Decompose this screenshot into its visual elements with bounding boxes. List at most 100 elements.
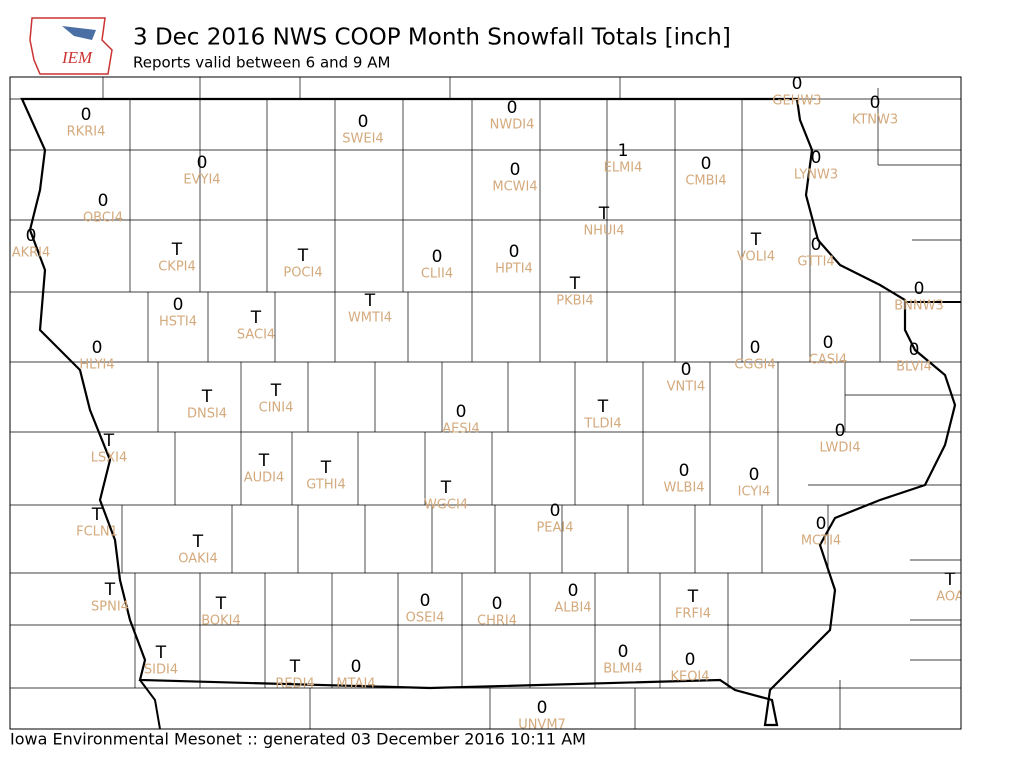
station-id: GTHI4 xyxy=(306,478,345,493)
station-value: T xyxy=(270,381,282,401)
station-id: LYNW3 xyxy=(794,168,838,183)
station-value: 1 xyxy=(618,141,629,161)
title: 3 Dec 2016 NWS COOP Month Snowfall Total… xyxy=(133,25,731,51)
station-value: 0 xyxy=(81,105,92,125)
station-value: 0 xyxy=(550,501,561,521)
station-id: ALBI4 xyxy=(554,601,591,616)
station-id: SIDI4 xyxy=(144,663,178,678)
station-value: 0 xyxy=(492,594,503,614)
station-value: 0 xyxy=(92,338,103,358)
river-line xyxy=(139,679,161,729)
station-id: SACI4 xyxy=(237,328,275,343)
station-id: OAKI4 xyxy=(178,552,218,567)
station-value: T xyxy=(597,397,609,417)
station-value: 0 xyxy=(432,247,443,267)
station-id: VOLI4 xyxy=(737,250,775,265)
station-value: 0 xyxy=(914,279,925,299)
station-value: 0 xyxy=(792,74,803,94)
station-id: CMBI4 xyxy=(685,174,726,189)
station-value: T xyxy=(215,594,227,614)
station-id: ICYI4 xyxy=(738,485,771,500)
station-id: REDI4 xyxy=(275,677,314,692)
station-id: PKBI4 xyxy=(556,294,593,309)
station-value: 0 xyxy=(98,191,109,211)
station-id: BLMI4 xyxy=(603,662,642,677)
station-id: ELMI4 xyxy=(604,161,643,176)
state-border xyxy=(20,97,957,727)
station-value: T xyxy=(750,230,762,250)
station-value: T xyxy=(598,204,610,224)
station-value: 0 xyxy=(681,360,692,380)
station-value: T xyxy=(171,240,183,260)
station-value: 0 xyxy=(197,153,208,173)
station-value: 0 xyxy=(679,461,690,481)
station-id: SWEI4 xyxy=(342,132,383,147)
station-id: WGCI4 xyxy=(424,498,468,513)
station-value: 0 xyxy=(618,642,629,662)
station-value: 0 xyxy=(509,242,520,262)
station-value: 0 xyxy=(358,112,369,132)
station-id: VNTI4 xyxy=(667,380,706,395)
station-value: T xyxy=(192,532,204,552)
station-value: 0 xyxy=(811,235,822,255)
station-value: 0 xyxy=(823,333,834,353)
station-value: T xyxy=(364,291,376,311)
station-id: BOKI4 xyxy=(201,614,241,629)
station-value: T xyxy=(944,570,956,590)
station-id: FRFI4 xyxy=(675,607,711,622)
station-value: 0 xyxy=(835,421,846,441)
station-value: 0 xyxy=(507,98,518,118)
station-value: 0 xyxy=(811,148,822,168)
station-id: AESI4 xyxy=(442,422,479,437)
station-id: SPNI4 xyxy=(91,600,129,615)
station-id: LSXI4 xyxy=(91,451,128,466)
station-id: NHUI4 xyxy=(583,224,624,239)
station-value: 0 xyxy=(909,340,920,360)
station-value: 0 xyxy=(750,338,761,358)
station-value: 0 xyxy=(351,657,362,677)
station-value: 0 xyxy=(173,295,184,315)
station-id: MCTI4 xyxy=(801,534,841,549)
station-value: T xyxy=(201,387,213,407)
station-id: AOA xyxy=(936,590,964,605)
station-id: OSEI4 xyxy=(406,611,445,626)
